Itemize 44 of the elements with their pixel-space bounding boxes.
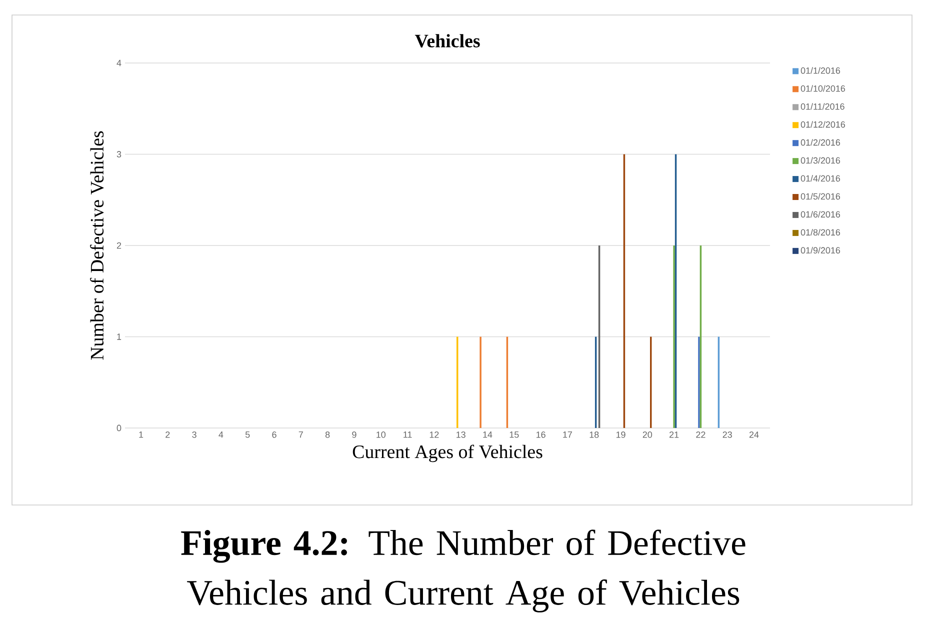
x-tick-label: 2 bbox=[166, 432, 170, 438]
x-tick-label: 8 bbox=[325, 432, 330, 438]
legend-label: 01/2/2016 bbox=[800, 139, 840, 146]
x-tick-label: 23 bbox=[722, 432, 732, 438]
x-tick-label: 14 bbox=[483, 432, 492, 438]
x-tick-label: 24 bbox=[749, 432, 759, 438]
x-axis-title: Current Ages of Vehicles bbox=[352, 444, 542, 462]
x-tick-label: 19 bbox=[616, 432, 626, 438]
y-tick-label: 2 bbox=[116, 242, 122, 249]
x-tick-label: 11 bbox=[404, 432, 412, 438]
y-axis-title: Number of Defective Vehicles bbox=[90, 131, 104, 360]
x-tick-label: 5 bbox=[245, 432, 250, 438]
legend-label: 01/5/2016 bbox=[800, 193, 840, 200]
x-tick-label: 20 bbox=[642, 432, 652, 438]
y-tick-label: 4 bbox=[116, 60, 122, 66]
x-tick-label: 4 bbox=[218, 432, 224, 438]
x-tick-label: 6 bbox=[272, 432, 276, 438]
text: Figure 4.2: The Number of Defective Vehicles and Current Age of Vehicles bbox=[181, 530, 746, 612]
y-tick-label: 0 bbox=[116, 424, 122, 432]
x-tick-label: 7 bbox=[298, 432, 303, 438]
x-tick-label: 22 bbox=[696, 432, 706, 438]
x-tick-label: 10 bbox=[376, 432, 386, 438]
x-tick-label: 17 bbox=[563, 432, 572, 438]
legend-label: 01/6/2016 bbox=[800, 210, 840, 218]
x-tick-label: 15 bbox=[510, 432, 519, 438]
x-tick-label: 18 bbox=[590, 432, 599, 438]
legend-label: 01/8/2016 bbox=[800, 228, 840, 236]
legend-label: 01/3/2016 bbox=[800, 157, 840, 164]
x-tick-label: 13 bbox=[456, 432, 466, 438]
x-tick-label: 12 bbox=[430, 432, 439, 438]
y-tick-label: 1 bbox=[117, 334, 122, 340]
legend-label: 01/4/2016 bbox=[800, 175, 840, 182]
legend-label: 01/1/2016 bbox=[800, 67, 840, 74]
legend-label: 01/10/2016 bbox=[800, 85, 846, 92]
x-tick-label: 1 bbox=[139, 432, 144, 438]
x-tick-label: 16 bbox=[536, 432, 546, 438]
legend-label: 01/9/2016 bbox=[800, 246, 840, 254]
chart-title: Vehicles bbox=[414, 34, 480, 48]
legend-label: 01/12/2016 bbox=[800, 121, 846, 128]
x-tick-label: 21 bbox=[670, 432, 679, 438]
x-tick-label: 9 bbox=[352, 432, 356, 438]
y-tick-label: 3 bbox=[116, 151, 122, 158]
legend-label: 01/11/2016 bbox=[800, 103, 844, 110]
x-tick-label: 3 bbox=[192, 432, 196, 438]
